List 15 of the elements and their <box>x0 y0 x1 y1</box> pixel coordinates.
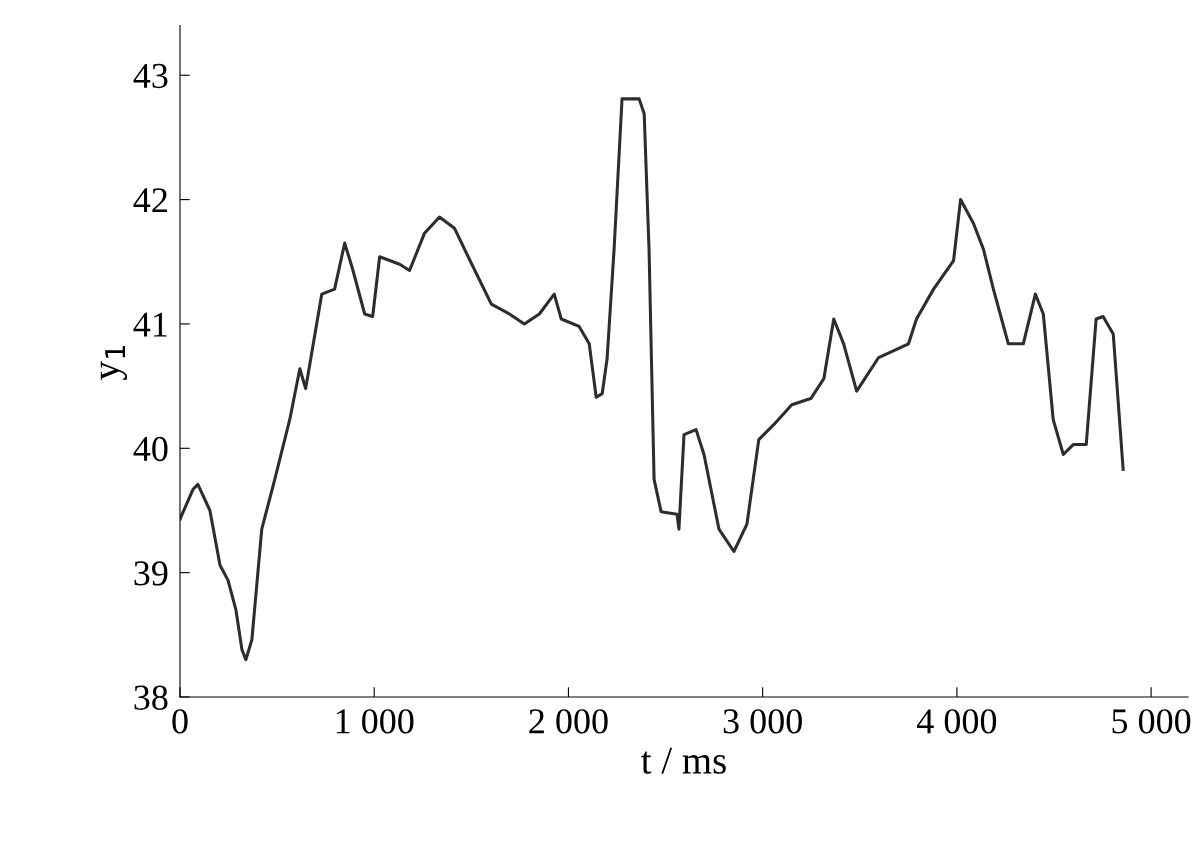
y-tick-label: 41 <box>133 312 167 337</box>
x-tick-label: 0 <box>172 709 188 734</box>
x-axis-title: t / ms <box>641 747 726 774</box>
y-axis-title: y$_{1}$ <box>100 345 128 381</box>
y-tick-label: 42 <box>133 188 167 213</box>
y-tick-label: 38 <box>134 685 168 710</box>
x-tick-label: 5 000 <box>1112 709 1191 734</box>
x-tick-label: 1 000 <box>336 709 414 734</box>
x-tick-label: 3 000 <box>723 709 802 734</box>
x-tick-label: 4 000 <box>916 709 997 734</box>
y-tick-label: 40 <box>133 436 168 462</box>
y-tick-label: 39 <box>134 561 168 586</box>
line-series <box>180 97 1125 662</box>
x-tick-label: 2 000 <box>529 709 608 734</box>
y-tick-label: 43 <box>133 63 168 89</box>
